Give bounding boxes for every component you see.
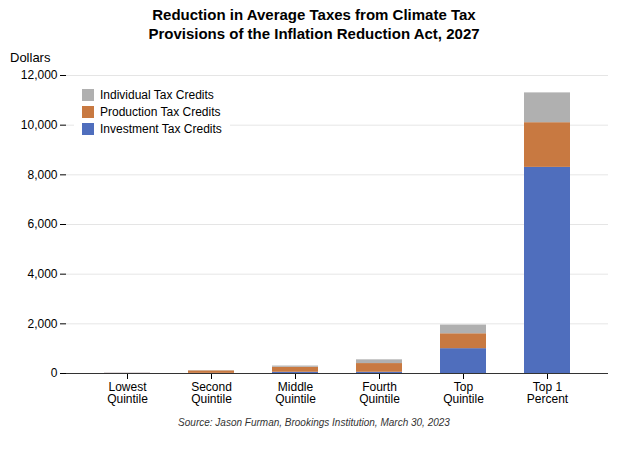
- svg-text:SecondQuintile: SecondQuintile: [191, 380, 232, 406]
- svg-text:6,000: 6,000: [27, 217, 57, 231]
- svg-text:8,000: 8,000: [27, 167, 57, 181]
- svg-text:2,000: 2,000: [27, 316, 57, 330]
- html-text:Production Tax Credits: Production Tax Credits: [100, 104, 221, 119]
- svg-text:12,000: 12,000: [21, 68, 58, 82]
- svg-text:4,000: 4,000: [27, 267, 57, 281]
- svg-text:10,000: 10,000: [21, 118, 58, 132]
- svg-text:Top 1Percent: Top 1Percent: [527, 380, 569, 406]
- html-text:Source: Jason Furman, Brooking: Source: Jason Furman, Brookings Institut…: [178, 416, 450, 428]
- html-text:Investment Tax Credits: Investment Tax Credits: [100, 121, 222, 136]
- html-text:Reduction in Average Taxes fro: Reduction in Average Taxes from Climate …: [148, 6, 480, 42]
- svg-text:TopQuintile: TopQuintile: [443, 380, 484, 406]
- html-text:Individual Tax Credits: Individual Tax Credits: [100, 87, 214, 102]
- svg-text:LowestQuintile: LowestQuintile: [107, 380, 148, 406]
- html-text:Dollars: Dollars: [10, 49, 51, 65]
- svg-text:0: 0: [51, 366, 58, 380]
- svg-text:FourthQuintile: FourthQuintile: [359, 380, 400, 406]
- svg-text:MiddleQuintile: MiddleQuintile: [275, 380, 316, 406]
